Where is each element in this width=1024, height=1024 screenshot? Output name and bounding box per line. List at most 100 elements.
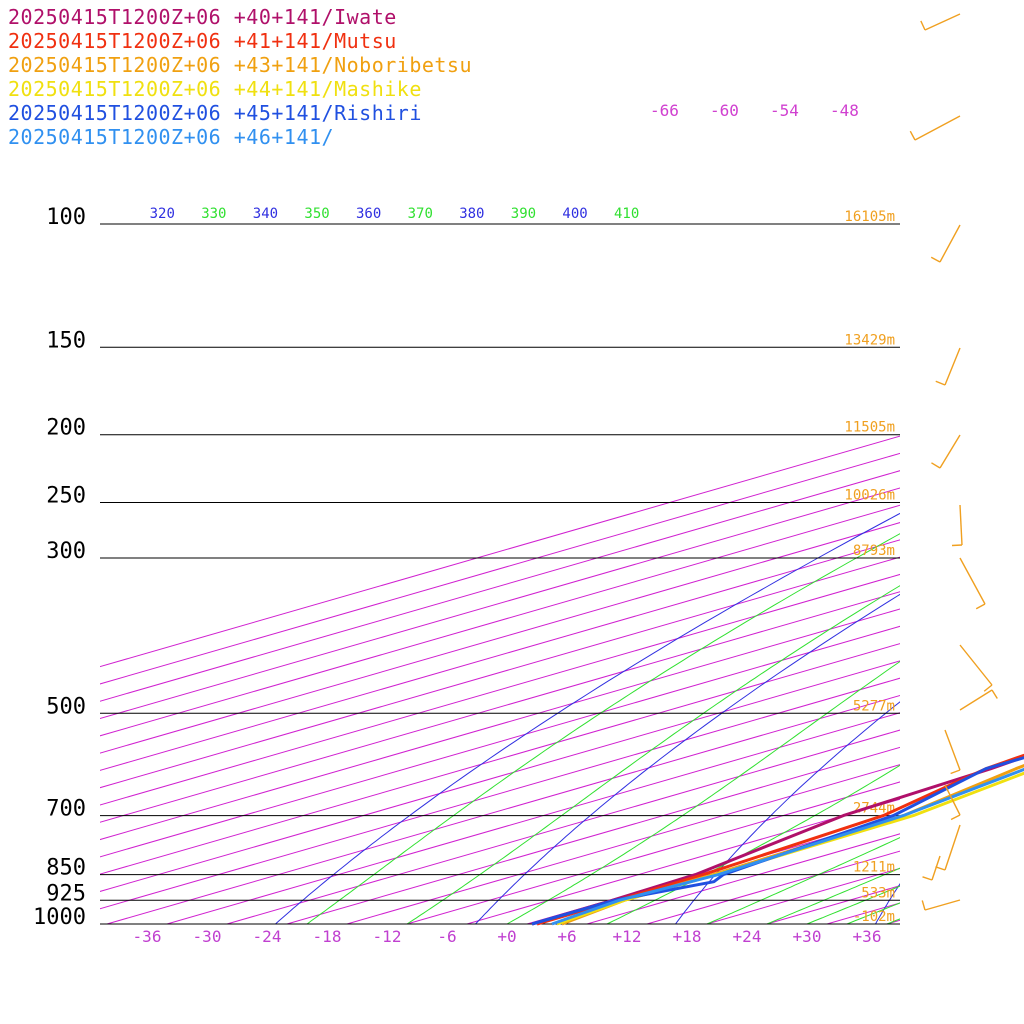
wind-barb	[944, 347, 961, 386]
mixing-ratio-labels: -66 -60 -54 -48	[650, 101, 859, 120]
temperature-tick-label: +6	[557, 927, 576, 946]
sounding-line	[531, 756, 1024, 926]
moist-adiabat-line	[706, 837, 900, 924]
theta-label: 370	[408, 206, 433, 222]
height-label: 1211m	[853, 860, 895, 876]
mixing-ratio-label: -48	[830, 101, 859, 120]
pressure-label: 850	[46, 856, 86, 881]
sounding-line	[536, 753, 1024, 926]
wind-barb-flag	[931, 462, 941, 469]
temperature-tick-label: +0	[497, 927, 516, 946]
legend-entry: 20250415T1200Z+06 +46+141/	[8, 125, 334, 149]
sounding-line	[531, 755, 1024, 926]
pressure-label: 150	[46, 328, 86, 353]
isotherm-line	[406, 781, 900, 924]
wind-barb	[959, 689, 993, 711]
wind-barb-flag	[909, 130, 916, 141]
theta-label: 340	[253, 206, 278, 222]
isotherm-line	[586, 833, 900, 924]
theta-label: 350	[304, 206, 329, 222]
wind-barbs	[909, 13, 998, 911]
wind-barb-flag	[920, 20, 926, 31]
wind-barb	[939, 434, 961, 469]
wind-barb	[959, 644, 993, 686]
moist-adiabat-line	[406, 585, 900, 924]
height-label: 13429m	[844, 332, 895, 348]
moist-adiabat-line	[766, 867, 900, 924]
mixing-ratio-label: -66	[650, 101, 679, 120]
wind-barb-flag	[930, 256, 941, 263]
isotherm-line	[100, 591, 900, 823]
wind-barb	[914, 115, 961, 141]
pressure-label: 200	[46, 416, 86, 441]
wind-barb	[959, 557, 986, 605]
isotherm-line	[100, 608, 900, 841]
isotherm-line	[100, 452, 900, 685]
temperature-tick-label: -36	[133, 927, 162, 946]
isotherm-line	[346, 764, 900, 924]
isotherm-line	[100, 677, 900, 910]
wind-barb-flag	[983, 684, 993, 692]
theta-labels: 320 330 340 350 360 370 380 390 400 410	[150, 206, 640, 222]
wind-barb	[944, 784, 961, 816]
wind-barb-flag	[922, 876, 933, 881]
legend-entry: 20250415T1200Z+06 +40+141/Iwate	[8, 5, 397, 29]
isotherm-line	[286, 746, 900, 924]
temperature-tick-labels: -36 -30 -24 -18 -12 -6 +0 +6 +12 +18 +24 +30 +36	[133, 927, 882, 946]
wind-barb-flag	[950, 769, 961, 775]
theta-label: 320	[150, 206, 175, 222]
isotherm-line	[100, 660, 900, 892]
moist-adiabat-line	[506, 660, 900, 924]
isotherm-line	[100, 487, 900, 720]
temperature-tick-label: -18	[313, 927, 342, 946]
height-label: 11505m	[844, 420, 895, 436]
temperature-tick-label: +36	[853, 927, 882, 946]
isotherm-line	[226, 729, 900, 924]
theta-label: 400	[562, 206, 587, 222]
isotherm-lines	[100, 435, 900, 924]
isotherm-line	[100, 643, 900, 875]
pressure-label: 500	[46, 694, 86, 719]
temperature-tick-label: +30	[793, 927, 822, 946]
pressure-label: 100	[46, 205, 86, 230]
isobar-lines	[100, 223, 900, 925]
moist-adiabat-line	[306, 533, 900, 924]
pressure-label: 925	[46, 881, 86, 906]
isotherm-line	[100, 625, 900, 858]
sounding-series	[531, 753, 1024, 926]
isotherm-line	[106, 694, 900, 924]
wind-barb-flag	[921, 900, 926, 911]
dry-adiabat-line	[475, 593, 900, 924]
dry-adiabat-line	[275, 512, 900, 924]
wind-barb	[944, 729, 961, 771]
isotherm-line	[646, 850, 900, 924]
wind-barb-flag	[935, 866, 946, 871]
isotherm-line	[886, 919, 900, 924]
temperature-tick-label: +12	[613, 927, 642, 946]
legend-entry: 20250415T1200Z+06 +44+141/Mashike	[8, 77, 422, 101]
temperature-tick-label: -6	[437, 927, 456, 946]
legend: 20250415T1200Z+06 +40+141/Iwate20250415T…	[8, 5, 472, 149]
height-label: 8793m	[853, 543, 895, 559]
legend-entry: 20250415T1200Z+06 +41+141/Mutsu	[8, 29, 397, 53]
mixing-ratio-label: -54	[770, 101, 799, 120]
theta-label: 360	[356, 206, 381, 222]
isotherm-line	[100, 470, 900, 702]
sounding-line	[551, 767, 1024, 926]
wind-barb-flag	[935, 380, 946, 386]
theta-label: 410	[614, 206, 639, 222]
pressure-label: 250	[46, 484, 86, 509]
height-label: 2744m	[853, 801, 895, 817]
wind-barb	[944, 824, 961, 871]
wind-barb-flag	[950, 814, 961, 821]
temperature-tick-label: -24	[253, 927, 282, 946]
mixing-ratio-label: -60	[710, 101, 739, 120]
legend-entry: 20250415T1200Z+06 +45+141/Rishiri	[8, 101, 422, 125]
temperature-tick-label: -30	[193, 927, 222, 946]
wind-barb-flag	[975, 603, 986, 610]
isotherm-line	[100, 435, 900, 668]
pressure-label: 300	[46, 539, 86, 564]
height-label: -102m	[853, 909, 895, 925]
